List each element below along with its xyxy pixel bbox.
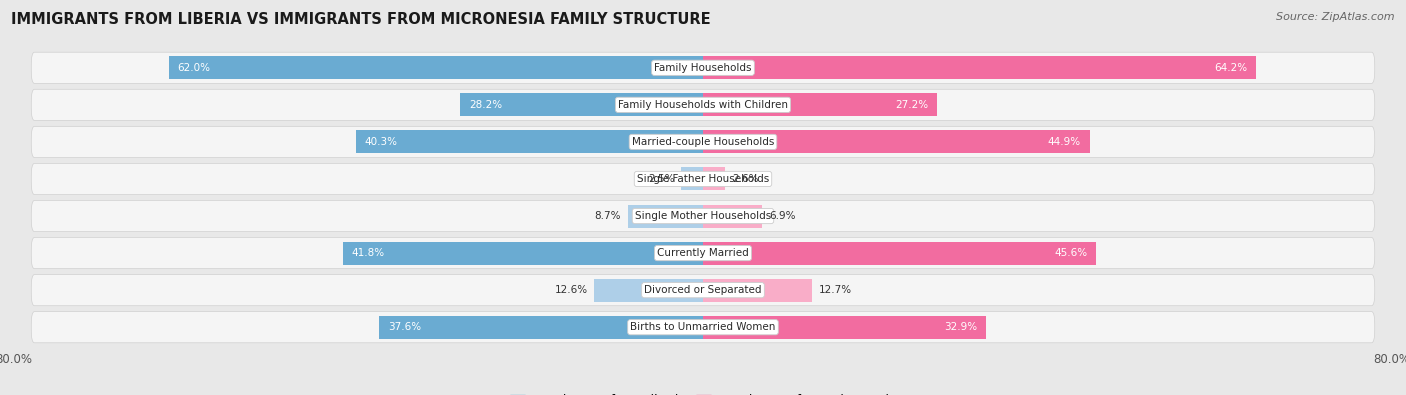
Text: 8.7%: 8.7% bbox=[595, 211, 621, 221]
Text: Single Father Households: Single Father Households bbox=[637, 174, 769, 184]
Bar bbox=[628, 205, 703, 228]
Text: 6.9%: 6.9% bbox=[769, 211, 796, 221]
Bar bbox=[356, 130, 703, 153]
Bar bbox=[703, 167, 725, 190]
Text: 12.6%: 12.6% bbox=[554, 285, 588, 295]
Bar bbox=[703, 56, 1256, 79]
Text: Divorced or Separated: Divorced or Separated bbox=[644, 285, 762, 295]
FancyBboxPatch shape bbox=[31, 201, 1375, 231]
Text: 45.6%: 45.6% bbox=[1054, 248, 1087, 258]
Text: 41.8%: 41.8% bbox=[352, 248, 385, 258]
Text: 12.7%: 12.7% bbox=[820, 285, 852, 295]
FancyBboxPatch shape bbox=[31, 164, 1375, 194]
Text: Births to Unmarried Women: Births to Unmarried Women bbox=[630, 322, 776, 332]
FancyBboxPatch shape bbox=[31, 312, 1375, 343]
Bar bbox=[703, 205, 762, 228]
Text: 32.9%: 32.9% bbox=[945, 322, 977, 332]
Text: 28.2%: 28.2% bbox=[468, 100, 502, 110]
Text: 27.2%: 27.2% bbox=[896, 100, 928, 110]
FancyBboxPatch shape bbox=[31, 275, 1375, 306]
FancyBboxPatch shape bbox=[31, 52, 1375, 83]
Text: Single Mother Households: Single Mother Households bbox=[636, 211, 770, 221]
Text: Married-couple Households: Married-couple Households bbox=[631, 137, 775, 147]
Text: 62.0%: 62.0% bbox=[177, 63, 211, 73]
Text: Currently Married: Currently Married bbox=[657, 248, 749, 258]
Bar bbox=[460, 93, 703, 117]
Bar bbox=[703, 93, 938, 117]
Bar bbox=[703, 130, 1090, 153]
Text: Family Households: Family Households bbox=[654, 63, 752, 73]
Text: Family Households with Children: Family Households with Children bbox=[619, 100, 787, 110]
Text: 64.2%: 64.2% bbox=[1215, 63, 1247, 73]
FancyBboxPatch shape bbox=[31, 237, 1375, 269]
Text: 44.9%: 44.9% bbox=[1047, 137, 1081, 147]
Text: Source: ZipAtlas.com: Source: ZipAtlas.com bbox=[1277, 12, 1395, 22]
Bar bbox=[380, 316, 703, 339]
Bar bbox=[595, 278, 703, 302]
Bar bbox=[703, 316, 987, 339]
Text: 2.6%: 2.6% bbox=[733, 174, 759, 184]
Text: IMMIGRANTS FROM LIBERIA VS IMMIGRANTS FROM MICRONESIA FAMILY STRUCTURE: IMMIGRANTS FROM LIBERIA VS IMMIGRANTS FR… bbox=[11, 12, 711, 27]
Bar bbox=[343, 242, 703, 265]
Text: 2.5%: 2.5% bbox=[648, 174, 675, 184]
Legend: Immigrants from Liberia, Immigrants from Micronesia: Immigrants from Liberia, Immigrants from… bbox=[509, 394, 897, 395]
FancyBboxPatch shape bbox=[31, 126, 1375, 158]
Bar bbox=[169, 56, 703, 79]
Bar bbox=[682, 167, 703, 190]
FancyBboxPatch shape bbox=[31, 89, 1375, 120]
Bar bbox=[703, 278, 813, 302]
Text: 37.6%: 37.6% bbox=[388, 322, 420, 332]
Bar bbox=[703, 242, 1095, 265]
Text: 40.3%: 40.3% bbox=[364, 137, 398, 147]
